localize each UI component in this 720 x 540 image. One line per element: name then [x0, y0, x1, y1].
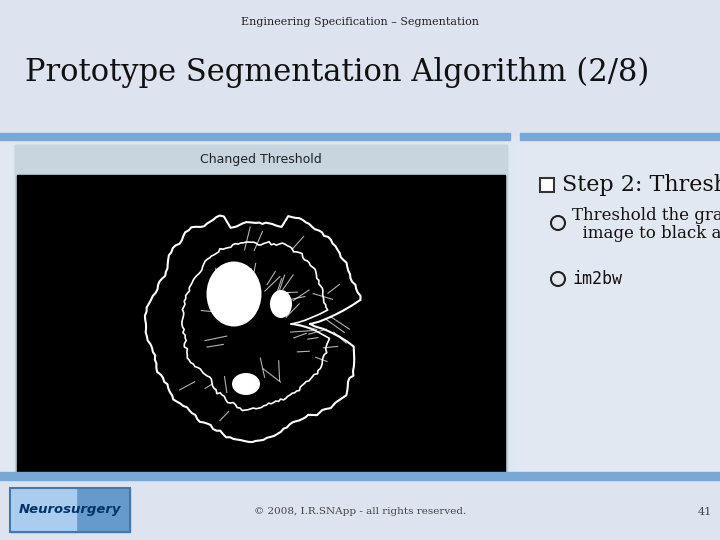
Bar [0, 478, 720, 540]
Bar [15, 145, 507, 175]
Bar [520, 133, 720, 140]
Bar [0, 0, 720, 135]
Bar [17, 175, 505, 473]
Text: 41: 41 [698, 507, 712, 517]
Bar [10, 488, 130, 532]
Bar [540, 178, 554, 192]
Text: im2bw: im2bw [572, 270, 622, 288]
Text: Neurosurgery: Neurosurgery [19, 503, 121, 516]
Text: Engineering Specification – Segmentation: Engineering Specification – Segmentation [241, 17, 479, 27]
Ellipse shape [270, 290, 292, 318]
Text: © 2008, I.R.SNApp - all rights reserved.: © 2008, I.R.SNApp - all rights reserved. [254, 508, 466, 516]
Bar [10, 488, 130, 532]
Bar [0, 133, 510, 140]
Ellipse shape [232, 373, 260, 395]
Bar [13, 141, 518, 478]
Text: Threshold the grayscale: Threshold the grayscale [572, 206, 720, 224]
Text: Changed Threshold: Changed Threshold [200, 153, 322, 166]
Text: Prototype Segmentation Algorithm (2/8): Prototype Segmentation Algorithm (2/8) [25, 56, 649, 87]
Text: Step 2: Threshold Image: Step 2: Threshold Image [562, 174, 720, 196]
Bar [540, 178, 554, 192]
Bar [0, 472, 720, 480]
Ellipse shape [207, 261, 261, 327]
Bar [15, 145, 507, 475]
Bar [10, 488, 76, 532]
Text: image to black and white: image to black and white [572, 225, 720, 241]
